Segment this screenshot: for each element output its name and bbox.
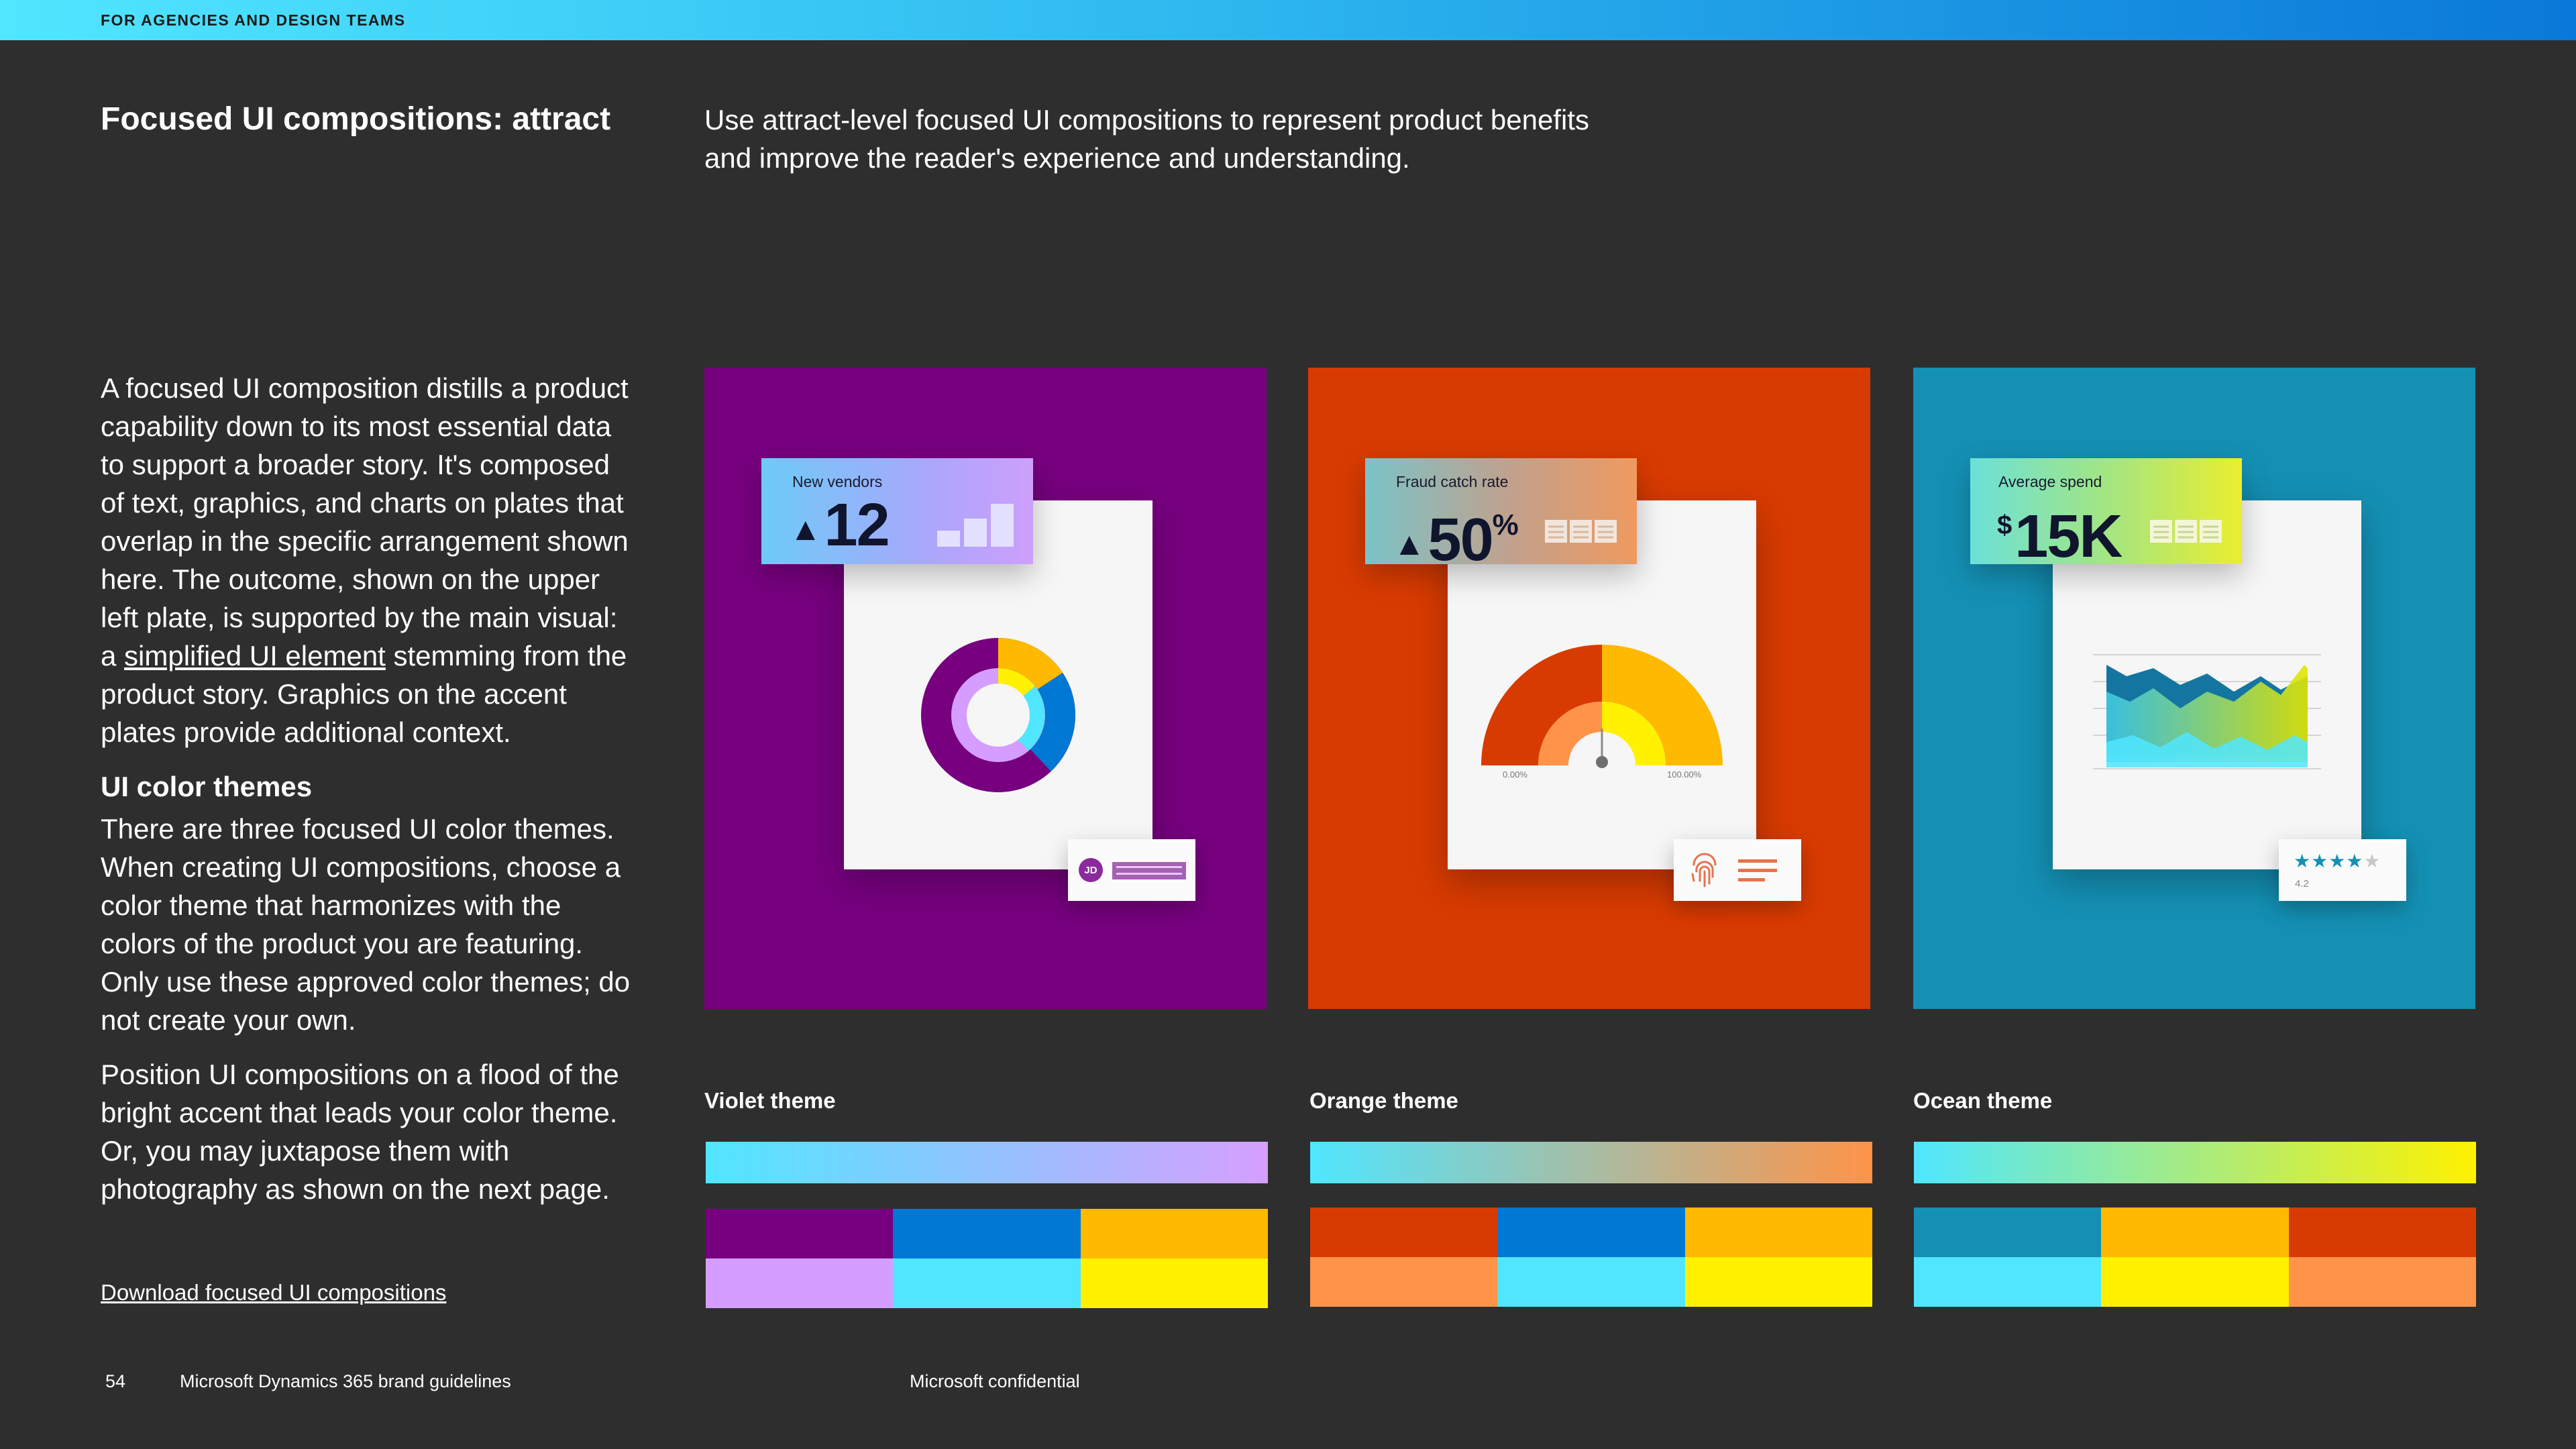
orange-kpi-card: Fraud catch rate ▲50%: [1365, 458, 1637, 564]
swatch: [1497, 1257, 1685, 1307]
bar-chart-icon: [937, 504, 1016, 547]
kpi-label: New vendors: [792, 473, 882, 491]
rating-value: 4.2: [2295, 878, 2309, 890]
orange-composition-plate: 0.00% 100.00% Fraud catch rate ▲50%: [1308, 368, 1870, 1009]
body-column: A focused UI composition distills a prod…: [101, 369, 631, 1208]
rating-stars-icon: ★★★★★: [2294, 850, 2381, 872]
swatch: [893, 1258, 1081, 1308]
swatch: [2289, 1257, 2476, 1307]
kpi-number: 12: [824, 492, 889, 559]
color-themes-heading: UI color themes: [101, 767, 631, 806]
detail-line: [1738, 859, 1777, 863]
page-title: Focused UI compositions: attract: [101, 101, 610, 138]
violet-kpi-card: New vendors ▲12: [761, 458, 1033, 564]
trend-up-icon: ▲: [1393, 527, 1426, 562]
swatch: [2101, 1257, 2289, 1307]
swatch: [706, 1209, 893, 1258]
kpi-label: Average spend: [1998, 473, 2102, 491]
swatch: [2289, 1208, 2476, 1257]
swatch: [1914, 1208, 2101, 1257]
body-paragraph-3: Position UI compositions on a flood of t…: [101, 1055, 631, 1208]
swatch: [2101, 1208, 2289, 1257]
intro-text: Use attract-level focused UI composition…: [704, 101, 1644, 177]
orange-security-card: [1674, 839, 1801, 901]
donut-hole: [967, 684, 1030, 747]
swatch: [1685, 1208, 1872, 1257]
kpi-number: 15K: [2015, 503, 2121, 570]
ocean-theme-label: Ocean theme: [1913, 1088, 2052, 1114]
kpi-value: $15K: [1997, 492, 2121, 570]
kpi-value: ▲50%: [1393, 492, 1519, 578]
ocean-kpi-card: Average spend $15K: [1970, 458, 2242, 564]
rating-star-empty-icon: ★: [2363, 850, 2381, 872]
kpi-currency: $: [1997, 511, 2012, 540]
body-paragraph-2: There are three focused UI color themes.…: [101, 810, 631, 1039]
ocean-gradient-bar: [1914, 1142, 2476, 1183]
swatch: [1081, 1258, 1268, 1308]
name-placeholder-line: [1116, 866, 1182, 868]
footer-confidential: Microsoft confidential: [910, 1371, 1080, 1392]
violet-composition-plate: New vendors ▲12 JD: [704, 368, 1267, 1009]
orange-gradient-bar: [1310, 1142, 1872, 1183]
violet-user-card: JD: [1068, 839, 1195, 901]
name-placeholder-line: [1116, 873, 1182, 875]
ocean-composition-plate: Average spend $15K ★★★★★ 4.2: [1913, 368, 2475, 1009]
detail-line: [1738, 878, 1765, 881]
swatch: [1685, 1257, 1872, 1307]
simplified-ui-element-link[interactable]: simplified UI element: [124, 640, 386, 672]
banner-label: FOR AGENCIES AND DESIGN TEAMS: [101, 11, 406, 30]
ocean-rating-card: ★★★★★ 4.2: [2279, 839, 2406, 901]
download-compositions-link[interactable]: Download focused UI compositions: [101, 1280, 446, 1305]
avatar: JD: [1079, 858, 1103, 882]
trend-up-icon: ▲: [790, 512, 822, 547]
body-paragraph-1: A focused UI composition distills a prod…: [101, 369, 631, 751]
top-banner: FOR AGENCIES AND DESIGN TEAMS: [0, 0, 2576, 40]
swatch: [1497, 1208, 1685, 1257]
orange-theme-label: Orange theme: [1309, 1088, 1458, 1114]
name-placeholder-bar: [1112, 862, 1186, 879]
violet-theme-label: Violet theme: [704, 1088, 836, 1114]
swatch: [1310, 1208, 1497, 1257]
fingerprint-icon: [1688, 851, 1721, 889]
detail-line: [1738, 869, 1777, 872]
swatch: [1081, 1209, 1268, 1258]
swatch: [1310, 1257, 1497, 1307]
gauge-max-label: 100.00%: [1667, 769, 1702, 780]
gauge-pivot: [1596, 756, 1608, 768]
swatch: [893, 1209, 1081, 1258]
kpi-number: 50: [1428, 506, 1493, 574]
footer-doc-title: Microsoft Dynamics 365 brand guidelines: [180, 1371, 511, 1392]
text-blocks-icon: [1545, 520, 1619, 544]
kpi-unit: %: [1493, 508, 1519, 541]
page-number: 54: [105, 1371, 125, 1392]
swatch: [706, 1258, 893, 1308]
kpi-label: Fraud catch rate: [1396, 473, 1508, 491]
swatch: [1914, 1257, 2101, 1307]
gauge-min-label: 0.00%: [1503, 769, 1527, 780]
violet-gradient-bar: [706, 1142, 1268, 1183]
text-blocks-icon: [2150, 520, 2224, 544]
kpi-value: ▲12: [790, 492, 889, 564]
paragraph-1-text-a: A focused UI composition distills a prod…: [101, 372, 629, 672]
